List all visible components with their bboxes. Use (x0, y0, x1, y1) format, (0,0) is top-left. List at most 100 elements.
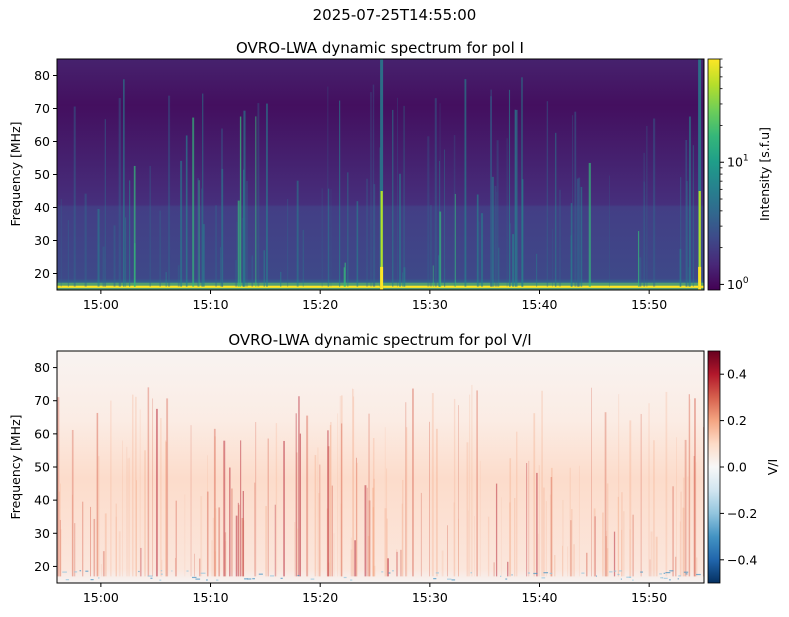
polarization-streak (97, 456, 100, 577)
polarization-streak (447, 525, 448, 577)
polarization-streak (618, 394, 620, 577)
polarization-streak (458, 518, 459, 577)
burst-streak (643, 152, 645, 287)
x-tick-label: 15:00 (83, 590, 119, 605)
negative-vi-speck (160, 570, 163, 572)
panel-pol-i-title: OVRO-LWA dynamic spectrum for pol I (236, 39, 524, 57)
burst-streak (245, 180, 248, 287)
y-tick-label: 60 (34, 134, 50, 149)
negative-vi-speck (629, 576, 632, 578)
polarization-streak (224, 541, 227, 577)
burst-streak (328, 188, 330, 287)
burst-streak (536, 253, 538, 287)
polarization-streak (606, 483, 609, 577)
burst-streak (266, 103, 268, 287)
burst-streak (373, 184, 376, 287)
heatmap-pol-vi (57, 351, 704, 583)
polarization-streak (160, 418, 162, 577)
y-axis-label-pol-vi: Frequency [MHz] (8, 414, 23, 519)
polarization-streak (573, 544, 575, 577)
x-tick-label: 15:20 (302, 297, 338, 312)
colorbar-label-pol-vi: V/I (765, 459, 780, 475)
polarization-streak (194, 553, 195, 577)
negative-vi-speck (269, 575, 275, 577)
y-tick-label: 80 (34, 68, 50, 83)
burst-streak (688, 116, 691, 287)
burst-streak (653, 118, 656, 287)
y-tick-label: 40 (34, 493, 50, 508)
burst-streak (688, 267, 690, 287)
polarization-streak (353, 396, 355, 577)
polarization-streak (327, 430, 329, 577)
burst-streak (372, 84, 375, 287)
polarization-streak (339, 395, 341, 577)
polarization-streak (152, 398, 154, 577)
burst-streak (685, 139, 688, 287)
burst-streak (330, 188, 332, 287)
polarization-streak (682, 507, 685, 577)
colorbar-tick-label: 0.0 (727, 460, 747, 475)
polarization-streak (672, 486, 674, 577)
negative-vi-speck (620, 578, 622, 580)
polarization-streak (337, 413, 339, 577)
polarization-streak (373, 565, 376, 577)
burst-streak (558, 189, 562, 287)
burst-streak (102, 246, 105, 287)
polarization-streak (165, 440, 167, 577)
strong-burst-core (380, 191, 383, 290)
negative-vi-speck (451, 579, 456, 581)
polarization-streak (396, 551, 398, 577)
negative-vi-speck (159, 579, 162, 581)
negative-vi-speck (632, 579, 634, 581)
polarization-streak (650, 531, 653, 577)
polarization-streak (330, 421, 332, 577)
burst-streak (97, 209, 100, 287)
negative-vi-speck (147, 575, 153, 577)
burst-streak (506, 138, 508, 287)
negative-vi-speck (65, 579, 70, 581)
colorbar-ticks-pol-vi: 0.4 0.2 0.0 −0.2 −0.4 (720, 367, 757, 567)
polarization-streak (373, 478, 375, 577)
polarization-streak (676, 437, 677, 577)
polarization-streak (471, 384, 473, 577)
polarization-streak (327, 562, 330, 577)
polarization-streak (200, 496, 203, 577)
polarization-streak (514, 498, 516, 577)
burst-streak (67, 220, 70, 287)
polarization-streak (550, 467, 553, 577)
burst-streak (366, 178, 369, 287)
polarization-streak (695, 462, 697, 577)
burst-streak (118, 98, 121, 287)
colorbar-tick-label: 101 (727, 154, 749, 170)
negative-vi-speck (549, 572, 553, 575)
polarization-streak (684, 439, 687, 577)
polarization-streak (283, 440, 285, 577)
negative-vi-speck (350, 579, 353, 581)
polarization-streak (606, 548, 609, 577)
x-tick-label: 15:40 (521, 590, 557, 605)
burst-streak (570, 203, 573, 287)
burst-streak (287, 198, 289, 287)
polarization-streak (242, 490, 244, 577)
colorbar-label-pol-i: Intensity [s.f.u] (757, 127, 772, 221)
polarization-streak (466, 442, 469, 577)
negative-vi-speck (85, 570, 89, 572)
polarization-streak (240, 440, 242, 577)
polarization-streak (327, 446, 330, 577)
polarization-streak (206, 491, 209, 577)
x-tick-label: 15:30 (412, 297, 448, 312)
negative-vi-speck (541, 577, 546, 579)
polarization-streak (364, 485, 367, 577)
negative-vi-speck (433, 578, 437, 580)
y-tick-label: 40 (34, 200, 50, 215)
polarization-streak (435, 428, 438, 577)
y-tick-label: 70 (34, 393, 50, 408)
polarization-streak (528, 460, 530, 577)
polarization-streak (317, 447, 319, 577)
polarization-streak (340, 503, 342, 577)
burst-streak (588, 162, 591, 287)
negative-vi-speck (200, 572, 206, 574)
burst-streak (686, 180, 688, 287)
burst-streak (572, 115, 574, 287)
